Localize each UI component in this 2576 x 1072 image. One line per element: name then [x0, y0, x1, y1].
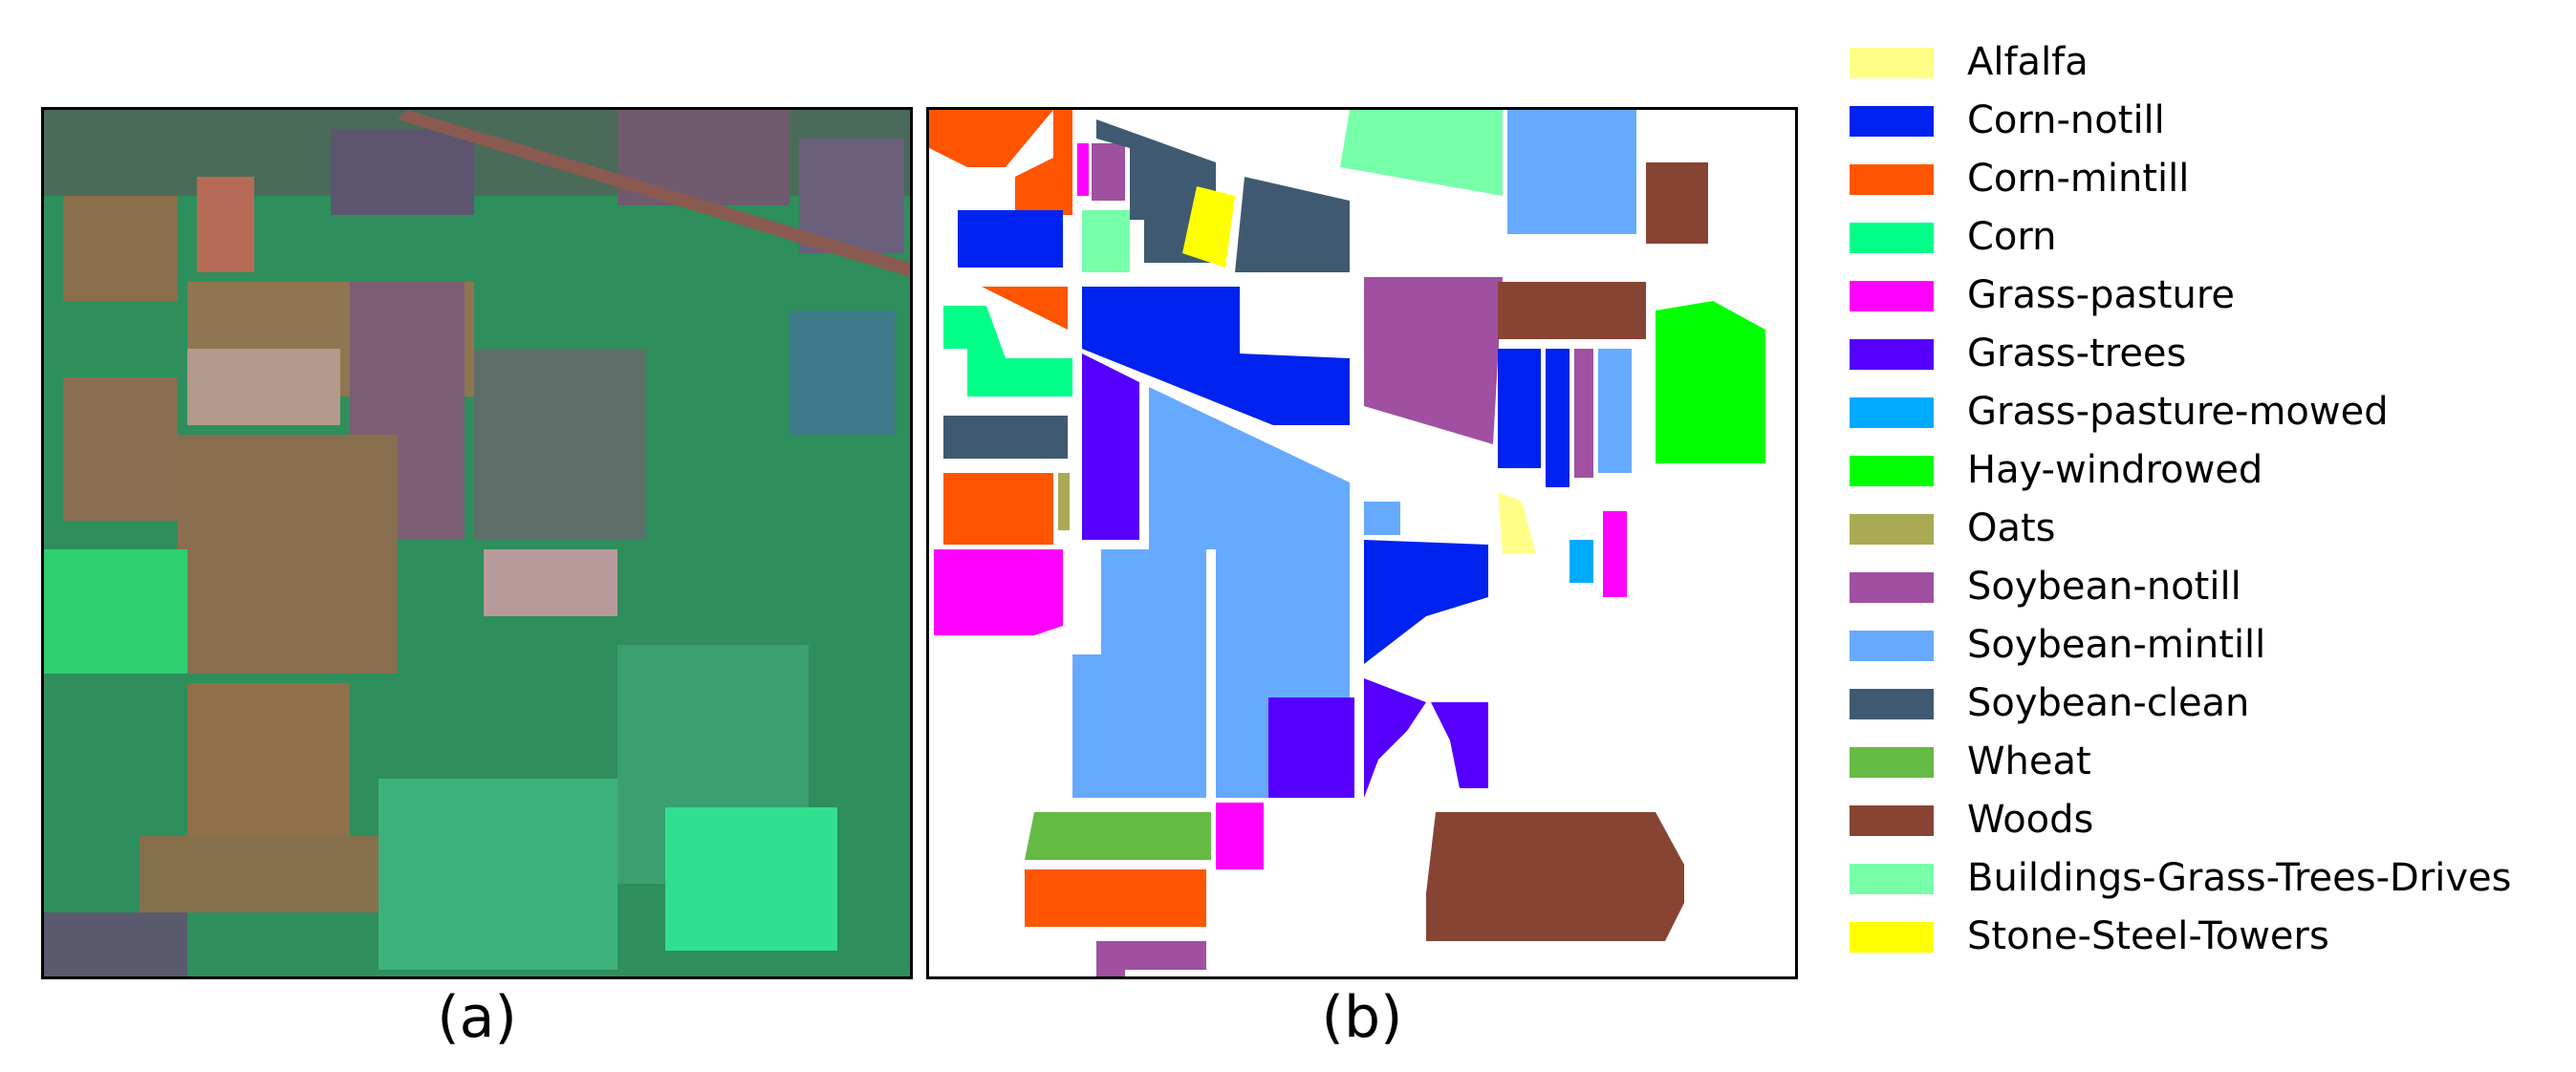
legend-label: Alfalfa — [1967, 40, 2089, 84]
panel-a-caption: (a) — [437, 984, 517, 1051]
false-color-image-art — [44, 110, 910, 976]
legend-item: Oats — [1850, 501, 2557, 558]
legend-swatch — [1850, 514, 1934, 545]
legend-item: Corn-mintill — [1850, 151, 2557, 208]
legend-item: Grass-pasture-mowed — [1850, 384, 2557, 441]
legend-label: Soybean-mintill — [1967, 623, 2266, 667]
legend-item: Alfalfa — [1850, 34, 2557, 92]
legend-label: Corn-notill — [1967, 98, 2165, 142]
legend-item: Corn — [1850, 209, 2557, 267]
legend-item: Buildings-Grass-Trees-Drives — [1850, 850, 2557, 908]
legend-swatch — [1850, 106, 1934, 137]
legend-swatch — [1850, 922, 1934, 953]
legend-label: Stone-Steel-Towers — [1967, 914, 2329, 958]
false-color-image — [41, 107, 913, 979]
legend-item: Grass-trees — [1850, 326, 2557, 383]
legend-label: Grass-pasture-mowed — [1967, 390, 2389, 434]
legend-label: Soybean-notill — [1967, 565, 2241, 609]
legend-swatch — [1850, 223, 1934, 253]
legend-label: Corn-mintill — [1967, 157, 2190, 201]
legend-swatch — [1850, 48, 1934, 78]
panel-b-caption: (b) — [1321, 984, 1403, 1051]
legend-swatch — [1850, 805, 1934, 836]
legend-label: Hay-windrowed — [1967, 448, 2263, 492]
ground-truth-map-art — [929, 110, 1765, 976]
legend-swatch — [1850, 747, 1934, 778]
legend-item: Corn-notill — [1850, 93, 2557, 150]
legend-item: Soybean-mintill — [1850, 617, 2557, 675]
legend-swatch — [1850, 864, 1934, 894]
legend-swatch — [1850, 689, 1934, 719]
legend-swatch — [1850, 164, 1934, 195]
legend-label: Soybean-clean — [1967, 681, 2250, 725]
legend-item: Stone-Steel-Towers — [1850, 909, 2557, 966]
legend-label: Grass-pasture — [1967, 273, 2236, 317]
legend-label: Corn — [1967, 215, 2057, 259]
legend-swatch — [1850, 456, 1934, 486]
ground-truth-map — [926, 107, 1798, 979]
legend-swatch — [1850, 631, 1934, 661]
legend-label: Woods — [1967, 798, 2094, 842]
legend-item: Hay-windrowed — [1850, 442, 2557, 500]
legend-item: Grass-pasture — [1850, 268, 2557, 325]
legend-item: Soybean-clean — [1850, 675, 2557, 733]
legend-swatch — [1850, 572, 1934, 603]
legend-label: Buildings-Grass-Trees-Drives — [1967, 856, 2512, 900]
legend-item: Wheat — [1850, 734, 2557, 791]
legend-swatch — [1850, 397, 1934, 428]
legend-label: Wheat — [1967, 740, 2091, 783]
legend-label: Grass-trees — [1967, 332, 2187, 375]
legend-item: Soybean-notill — [1850, 559, 2557, 616]
legend-item: Woods — [1850, 792, 2557, 849]
legend-swatch — [1850, 281, 1934, 311]
legend-label: Oats — [1967, 506, 2056, 550]
legend-swatch — [1850, 339, 1934, 370]
